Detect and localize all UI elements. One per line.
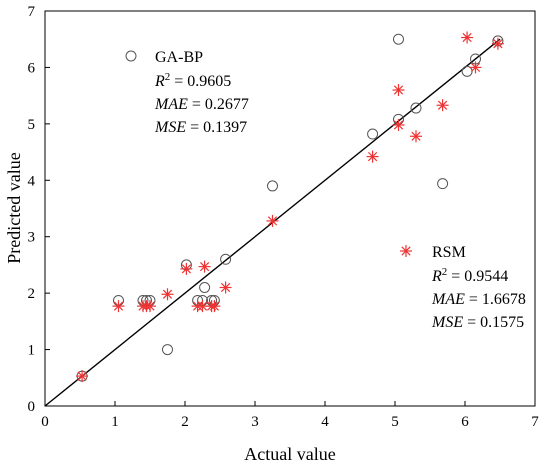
y-tick-label: 1	[28, 343, 36, 359]
x-tick-label: 2	[181, 414, 189, 430]
y-tick-label: 7	[28, 4, 36, 20]
asterisk-stroke	[199, 261, 210, 272]
asterisk-stroke	[393, 120, 404, 130]
data-point-rsm	[392, 118, 405, 131]
legend-rsm-marker	[400, 245, 412, 257]
data-point-rsm	[491, 37, 504, 50]
asterisk-stroke	[77, 371, 87, 381]
x-tick-label: 0	[41, 414, 49, 430]
x-tick-label: 5	[391, 414, 399, 430]
data-points	[76, 31, 504, 383]
data-point-rsm	[461, 31, 474, 44]
rsm-r2: R2 = 0.9544	[431, 266, 508, 285]
gabp-mae: MAE = 0.2677	[154, 96, 249, 113]
y-tick-label: 6	[28, 60, 36, 76]
rsm-mse: MSE = 0.1575	[431, 314, 524, 331]
data-point-rsm	[436, 99, 449, 112]
asterisk-stroke	[162, 289, 173, 299]
asterisk-stroke	[393, 85, 404, 95]
data-point-rsm	[208, 300, 221, 313]
rsm-mae: MAE = 1.6678	[431, 291, 526, 308]
data-point-rsm	[410, 130, 422, 143]
axis-ticks: 0 1 2 3 4 5 6 7 0 1 2 3 4 5 6 7	[28, 4, 540, 430]
data-point-rsm	[469, 61, 482, 74]
plot-frame	[44, 10, 536, 407]
asterisk-stroke	[220, 282, 231, 293]
data-point-rsm	[180, 262, 193, 275]
x-tick-label: 1	[111, 414, 119, 430]
data-point-gabp	[437, 178, 449, 190]
x-tick-label: 6	[461, 414, 469, 430]
data-point-rsm	[161, 288, 174, 301]
data-point-gabp	[220, 253, 232, 265]
y-tick-label: 3	[28, 230, 36, 246]
gabp-r2: R2 = 0.9605	[154, 71, 231, 90]
gabp-mse: MSE = 0.1397	[154, 119, 247, 136]
y-tick-label: 4	[28, 173, 36, 189]
y-tick-label: 2	[28, 286, 36, 302]
legend-gabp-marker	[125, 50, 137, 62]
data-point-gabp	[199, 282, 211, 293]
asterisk-stroke	[197, 301, 208, 311]
data-point-rsm	[219, 281, 232, 294]
asterisk-stroke	[145, 301, 155, 311]
data-point-rsm	[266, 214, 279, 227]
x-tick-label: 4	[321, 414, 329, 430]
data-point-gabp	[367, 128, 379, 140]
data-point-rsm	[198, 260, 211, 273]
x-tick-label: 3	[251, 414, 259, 430]
y-axis-title: Predicted value	[4, 152, 24, 263]
asterisk-stroke	[267, 216, 278, 226]
y-tick-label: 0	[28, 399, 36, 415]
data-point-rsm	[76, 370, 89, 383]
data-point-gabp	[162, 344, 173, 356]
asterisk-stroke	[470, 62, 481, 73]
data-point-gabp	[393, 33, 404, 45]
asterisk-stroke	[493, 39, 503, 49]
series-rsm	[76, 31, 504, 383]
y-tick-label: 5	[28, 117, 36, 133]
asterisk-stroke	[113, 301, 124, 311]
data-point-rsm	[144, 300, 156, 313]
asterisk-stroke	[209, 301, 220, 311]
asterisk-stroke	[462, 32, 472, 43]
asterisk-stroke	[437, 100, 448, 110]
asterisk-stroke	[367, 151, 378, 162]
x-tick-label: 7	[531, 414, 539, 430]
legend-rsm-label: RSM	[432, 244, 466, 261]
legend-gabp-label: GA-BP	[155, 49, 203, 66]
data-point-gabp	[267, 180, 278, 192]
data-point-rsm	[392, 84, 405, 96]
asterisk-stroke	[411, 131, 421, 141]
asterisk-stroke	[181, 264, 192, 274]
x-axis-title: Actual value	[244, 444, 335, 464]
data-point-rsm	[196, 300, 209, 313]
data-point-gabp	[410, 102, 422, 114]
data-point-rsm	[112, 300, 125, 313]
data-point-rsm	[366, 150, 379, 163]
